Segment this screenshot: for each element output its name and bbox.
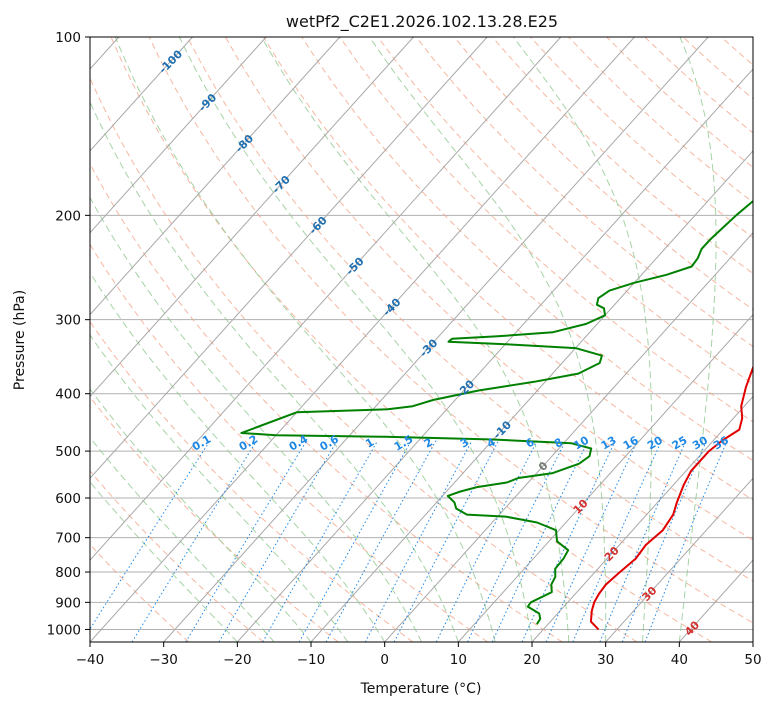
dry-adiabat	[90, 470, 264, 642]
plot-frame	[89, 36, 754, 643]
mixing-ratio-line	[90, 440, 211, 630]
dry-adiabat	[110, 37, 712, 642]
isotherm	[90, 37, 341, 316]
x-axis-label: Temperature (°C)	[360, 681, 482, 697]
mixing-ratio-line	[572, 440, 663, 642]
y-axis: 100 200 300 400 500 600 700 800 900 1000	[47, 30, 90, 638]
temperature-line	[589, 365, 753, 631]
mixing-ratio-line	[298, 440, 412, 642]
x-tick-label: 20	[523, 652, 540, 668]
isotherm	[163, 37, 709, 642]
moist-adiabat	[90, 100, 459, 642]
isotherm	[236, 68, 753, 642]
y-axis-label: Pressure (hPa)	[12, 290, 28, 390]
y-tick-label: 400	[55, 387, 81, 403]
mixing-ratio-line	[435, 440, 538, 642]
isotherm	[605, 477, 753, 642]
dry-adiabat	[415, 37, 753, 348]
mixing-ratio-line	[325, 440, 437, 642]
moist-adiabat	[114, 37, 496, 642]
dewpoint-line	[240, 200, 753, 625]
x-axis: −40 −30 −20 −10 0 10 20 30 40 50	[76, 642, 762, 668]
mixing-ratio-line	[218, 440, 338, 642]
isotherm	[90, 37, 267, 234]
moist-adiabat	[369, 37, 607, 642]
y-tick-label: 1000	[47, 622, 81, 638]
mixing-ratio-line	[185, 440, 308, 642]
dry-adiabat	[148, 37, 753, 624]
isotherm	[310, 150, 753, 642]
x-tick-label: 50	[744, 652, 761, 668]
dry-adiabat	[90, 162, 563, 642]
isotherm	[90, 37, 635, 642]
mixing-ratio-line	[467, 440, 567, 642]
dry-adiabat	[90, 543, 190, 642]
mixing-ratio-line	[131, 440, 258, 642]
y-tick-label: 700	[55, 531, 81, 547]
sounding-series	[240, 200, 753, 631]
moist-adiabats	[90, 37, 717, 642]
x-tick-label: 40	[671, 652, 688, 668]
moist-adiabat	[678, 37, 717, 642]
moist-adiabat	[90, 334, 349, 642]
moist-adiabat	[512, 37, 653, 642]
y-tick-label: 600	[55, 491, 81, 507]
moist-adiabat	[90, 481, 238, 642]
dry-adiabat	[90, 396, 339, 642]
dry-adiabat	[377, 37, 753, 385]
isotherm	[384, 231, 753, 642]
isotherm	[531, 395, 753, 642]
y-tick-label: 900	[55, 595, 81, 611]
mixing-ratio-line	[545, 440, 638, 642]
x-tick-label: 10	[450, 652, 467, 668]
mixing-ratio-line	[262, 440, 379, 642]
mixing-ratio-line	[521, 440, 616, 642]
isotherm	[90, 37, 193, 152]
chart-title: wetPf2_C2E1.2026.102.13.28.E25	[286, 12, 558, 32]
isotherm	[90, 37, 414, 398]
y-tick-label: 200	[55, 208, 81, 224]
x-tick-label: −20	[223, 652, 252, 668]
y-tick-label: 500	[55, 444, 81, 460]
x-tick-label: −30	[149, 652, 178, 668]
moist-adiabat	[90, 196, 422, 642]
isotherm	[90, 37, 562, 561]
y-tick-label: 300	[55, 313, 81, 329]
moist-adiabat	[90, 436, 275, 642]
isotherm	[457, 313, 753, 642]
moist-adiabat	[90, 271, 386, 642]
x-tick-label: 0	[380, 652, 389, 668]
isotherms	[90, 37, 753, 642]
x-tick-label: −40	[76, 652, 105, 668]
y-tick-label: 800	[55, 565, 81, 581]
x-tick-label: 30	[597, 652, 614, 668]
isotherm	[90, 37, 488, 480]
dry-adiabat	[90, 243, 488, 642]
moist-adiabat	[261, 37, 570, 642]
y-tick-label: 100	[55, 30, 81, 46]
plot-area: 0.1 0.2 0.4 0.6 1 1.5 2 3 4 6 8 10 13 16 20 25 30 36-100-…	[90, 37, 753, 642]
dry-adiabat	[453, 37, 753, 311]
x-tick-label: −10	[297, 652, 326, 668]
